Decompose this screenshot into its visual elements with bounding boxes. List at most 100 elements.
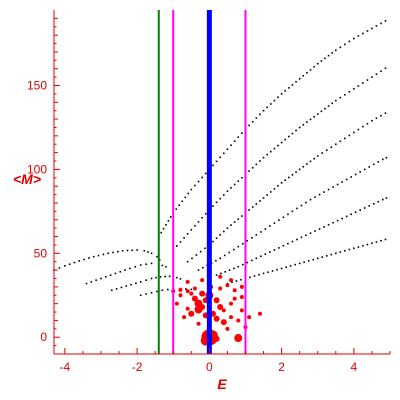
- data-point: [197, 180, 200, 183]
- data-point: [385, 156, 388, 159]
- data-point: [313, 65, 315, 68]
- data-point: [357, 85, 360, 87]
- data-point: [251, 237, 253, 239]
- data-point: [150, 252, 153, 255]
- data-point: [316, 62, 319, 65]
- data-point: [199, 250, 202, 253]
- highlight-point: [239, 284, 244, 289]
- data-point: [306, 163, 308, 165]
- data-point: [104, 276, 107, 278]
- data-point: [248, 124, 250, 127]
- data-point: [276, 268, 278, 271]
- highlight-point: [229, 301, 234, 306]
- data-point: [83, 258, 85, 261]
- data-point: [150, 262, 153, 265]
- data-point: [344, 137, 346, 140]
- data-point: [145, 279, 147, 281]
- data-point: [255, 234, 258, 236]
- data-point: [291, 240, 294, 243]
- data-point: [363, 207, 366, 209]
- data-point: [354, 211, 357, 213]
- data-point: [248, 209, 250, 211]
- data-point: [64, 265, 66, 267]
- data-point: [302, 123, 305, 126]
- data-point: [278, 247, 280, 249]
- data-point: [371, 242, 373, 245]
- data-point: [335, 252, 337, 255]
- x-tick-label: -2: [132, 360, 143, 374]
- data-point: [125, 285, 128, 287]
- data-point: [228, 269, 231, 271]
- data-point: [156, 255, 158, 258]
- highlight-point: [194, 305, 203, 314]
- data-point: [226, 148, 229, 151]
- data-point: [303, 261, 305, 263]
- data-point: [288, 135, 290, 138]
- tick-labels-layer: -4 -2 0 2 4 0 50 100 150: [27, 79, 358, 374]
- data-point: [309, 160, 312, 163]
- data-point: [190, 188, 193, 191]
- data-point: [194, 225, 196, 227]
- data-point: [161, 264, 164, 267]
- data-point: [212, 164, 214, 167]
- data-point: [353, 131, 355, 134]
- data-point: [381, 198, 384, 201]
- data-point: [277, 144, 279, 147]
- data-point: [300, 236, 303, 239]
- highlight-point: [185, 306, 190, 311]
- data-point: [316, 113, 319, 115]
- data-point: [289, 265, 292, 267]
- highlight-point: [185, 279, 190, 284]
- data-point: [162, 227, 165, 230]
- data-point: [353, 247, 355, 250]
- highlight-point: [174, 301, 179, 306]
- data-point: [363, 168, 366, 171]
- data-point: [165, 223, 167, 226]
- data-point: [219, 234, 221, 236]
- data-point: [312, 258, 315, 261]
- data-point: [344, 93, 346, 96]
- highlight-point: [213, 335, 220, 342]
- data-point: [325, 255, 328, 257]
- data-point: [371, 119, 373, 122]
- highlight-point: [218, 286, 223, 291]
- data-point: [295, 129, 297, 132]
- data-point: [230, 187, 232, 189]
- data-point: [164, 275, 166, 278]
- data-point: [298, 168, 301, 171]
- highlight-point: [247, 315, 252, 320]
- data-point: [223, 230, 225, 233]
- data-point: [167, 288, 169, 291]
- data-point: [255, 117, 258, 119]
- y-axis-title: <M>: [13, 171, 41, 187]
- data-point: [296, 207, 298, 210]
- data-point: [233, 267, 235, 270]
- data-point: [107, 252, 109, 255]
- data-point: [95, 279, 97, 281]
- highlight-point: [220, 319, 227, 326]
- data-point: [362, 32, 364, 35]
- y-tick-label: 0: [40, 330, 47, 344]
- data-point: [305, 234, 307, 237]
- data-point: [183, 237, 185, 239]
- highlight-point: [229, 278, 234, 283]
- data-point: [226, 190, 229, 193]
- data-point: [359, 171, 361, 173]
- data-point: [284, 138, 287, 141]
- data-point: [314, 196, 316, 198]
- data-point: [291, 173, 294, 176]
- data-point: [330, 253, 333, 256]
- data-point: [335, 99, 337, 102]
- data-point: [58, 267, 61, 269]
- tick-marks-layer: [54, 17, 391, 354]
- data-point: [78, 260, 81, 262]
- data-point: [191, 257, 193, 260]
- data-point: [251, 259, 253, 262]
- x-tick-label: 4: [351, 360, 358, 374]
- data-point: [353, 37, 355, 40]
- data-point: [366, 30, 369, 32]
- data-point: [332, 186, 334, 188]
- data-point: [262, 197, 265, 199]
- data-point: [287, 213, 289, 216]
- data-point: [259, 200, 261, 202]
